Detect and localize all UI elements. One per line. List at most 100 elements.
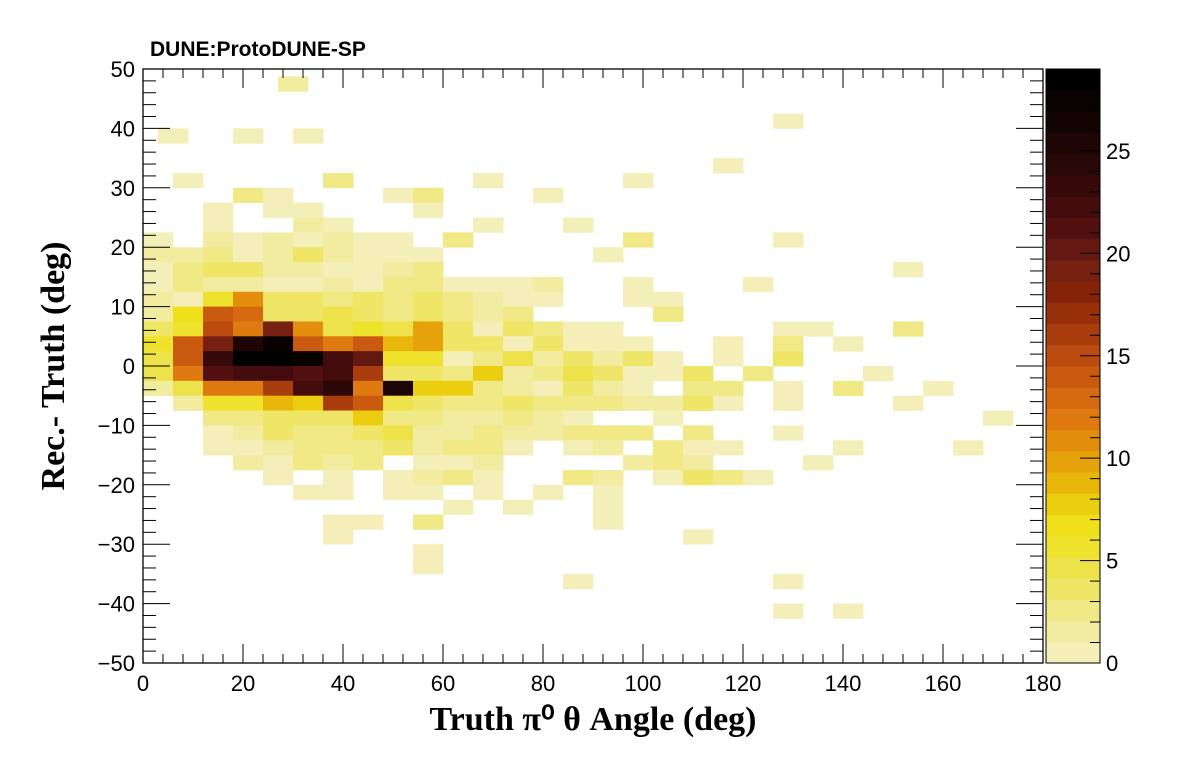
y-tick-label: −50 [98,651,135,676]
heatmap-cell [443,366,474,382]
heatmap-cell [353,247,384,263]
color-scale-swatch [1046,196,1100,218]
color-scale-swatch [1046,366,1100,388]
x-tick-label: 60 [431,671,455,696]
heatmap-cell [773,113,804,129]
heatmap-cell [473,440,504,456]
color-scale-swatch [1046,153,1100,176]
heatmap-cell [593,395,624,411]
heatmap-cell [563,366,594,382]
color-scale-swatch [1046,514,1100,537]
heatmap-cell [293,291,324,307]
color-scale-tick-label: 10 [1106,446,1130,471]
heatmap-cell [413,469,444,486]
heatmap-cell [773,573,804,590]
color-scale-swatch [1046,472,1100,494]
heatmap-cell [533,425,564,441]
heatmap-cell [233,410,264,426]
heatmap-cell [503,380,534,397]
heatmap-cell [773,351,804,367]
heatmap-cell [593,484,624,501]
heatmap-cell [623,366,654,382]
heatmap-cell [533,187,564,204]
heatmap-cell [413,351,444,367]
heatmap-cell [353,351,384,367]
heatmap-cell [593,469,624,486]
heatmap-cell [383,247,414,263]
heatmap-cell [713,395,744,411]
color-scale-frame [1045,68,1101,664]
heatmap-cell [443,410,474,426]
x-axis: 0 20 40 60 80 100 120 140 160 180 [137,69,1061,696]
heatmap-cell [143,247,174,263]
heatmap-cell [233,440,264,456]
y-tick-label: −10 [98,413,135,438]
color-scale-tick-label: 0 [1106,651,1118,676]
heatmap-cell [503,321,534,337]
heatmap-cell [143,232,174,248]
heatmap-cell [653,410,684,426]
heatmap-cell [413,425,444,441]
heatmap-cell [203,262,234,278]
heatmap-cell [593,247,624,263]
heatmap-cell [503,351,534,367]
heatmap-cell [143,306,174,322]
heatmap-cell [833,336,864,352]
heatmap-cell [323,425,354,441]
color-scale-swatch [1046,323,1100,346]
heatmap-cell [683,366,714,382]
heatmap-cell [833,603,864,619]
color-scale-swatch [1046,556,1100,579]
heatmap-cell [623,380,654,397]
heatmap-cell [443,440,474,456]
heatmap-cell [653,366,684,382]
heatmap-cell [293,455,324,471]
color-scale-swatch [1046,387,1100,409]
heatmap-cell [473,380,504,397]
heatmap-cell [323,529,354,545]
heatmap-cell [323,380,354,397]
heatmap-cell [203,202,234,218]
experiment-label: DUNE:ProtoDUNE-SP [150,38,366,61]
heatmap-cell [353,440,384,456]
heatmap-cell [293,232,324,248]
heatmap-cell [653,455,684,471]
heatmap-cell [743,366,774,382]
heatmap-cell [173,247,204,263]
heatmap-cell [323,484,354,501]
heatmap-cell [173,351,204,367]
heatmap-cell [473,306,504,322]
heatmap-cell [143,321,174,337]
heatmap-cell [293,484,324,501]
heatmap-cell [683,529,714,545]
color-scale-swatch [1046,69,1100,91]
heatmap-cell [713,336,744,352]
heatmap-cell [353,321,384,337]
heatmap-cell [473,172,504,189]
heatmap-cell [623,425,654,441]
heatmap-cell [533,410,564,426]
y-tick-label: 10 [111,295,135,320]
heatmap-cell [713,380,744,397]
heatmap-cell [323,514,354,530]
heatmap-cell [263,187,294,204]
heatmap-cell [773,395,804,411]
heatmap-cell [563,440,594,456]
heatmap-cell [533,366,564,382]
heatmap-cell [413,484,444,501]
heatmap-cell [653,351,684,367]
heatmap-cell [473,276,504,293]
heatmap-cell [623,291,654,307]
heatmap-cell [653,306,684,322]
color-scale-swatch [1046,408,1100,431]
heatmap-cell [158,128,189,144]
heatmap-cell [413,559,444,575]
heatmap-cell [263,455,294,471]
heatmap-cell [563,321,594,337]
color-scale-tick-label: 20 [1106,241,1130,266]
color-scale-tick-label: 15 [1106,344,1130,369]
heatmap-cell [413,544,444,560]
heatmap-cell [623,336,654,352]
heatmap-cell [323,262,354,278]
heatmap-cell [263,336,294,352]
